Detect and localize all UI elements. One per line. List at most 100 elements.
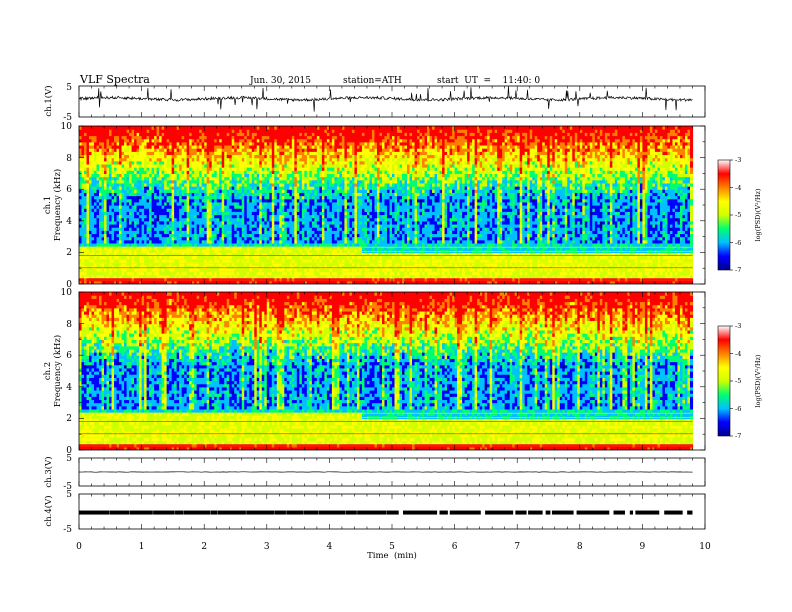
ch1-spectrogram-cell [131, 160, 135, 165]
ch1-spectrogram-cell [104, 167, 108, 171]
ch1-spectrogram-cell [79, 274, 83, 279]
ch1-spectrogram-cell [79, 208, 83, 212]
ch1-spectrogram-cell [84, 242, 88, 247]
ch1-spectrogram-cell [169, 280, 173, 284]
ch1-spectrogram-cell [191, 271, 195, 276]
ch1-spectrogram-cell [159, 167, 163, 171]
ch1-spectrogram-cell [219, 242, 223, 247]
ch1-spectrogram-cell [106, 205, 110, 209]
ch1-spectrogram-cell [144, 201, 148, 206]
ch1-spectrogram-cell [169, 246, 173, 250]
ch1-spectrogram-cell [151, 148, 155, 152]
ch1-spectrogram-cell [149, 239, 153, 244]
ch1-spectrogram-cell [94, 163, 98, 168]
ch1-spectrogram-cell [109, 167, 113, 171]
ch1-spectrogram-cell [114, 227, 118, 231]
ch1-spectrogram-cell [179, 227, 183, 231]
ch1-spectrogram-cell [186, 252, 190, 257]
ch1-spectrogram-cell [201, 151, 205, 156]
ch1-spectrogram-cell [199, 205, 203, 209]
ch1-spectrogram-cell [126, 179, 130, 184]
ch1-spectrogram-cell [206, 265, 210, 269]
ch1-spectrogram-cell [81, 255, 85, 260]
ch1-spectrogram-cell [216, 233, 220, 238]
ch1-spectrogram-cell [89, 220, 93, 225]
ch1-spectrogram-cell [146, 277, 150, 282]
ch1-spectrogram-cell [144, 179, 148, 184]
ch1-spectrogram-cell [151, 132, 155, 137]
ch1-spectrogram-cell [136, 186, 140, 190]
ch1-spectrogram-cell [191, 144, 195, 149]
ch1-spectrogram-cell [156, 167, 160, 171]
ch1-spectrogram-cell [216, 173, 220, 178]
ch1-spectrogram-cell [191, 233, 195, 238]
ch1-spectrogram-cell [104, 173, 108, 178]
ch1-spectrogram-cell [126, 201, 130, 206]
ch1-spectrogram-cell [149, 201, 153, 206]
ch1-spectrogram-cell [206, 255, 210, 260]
ch1-spectrogram-cell [91, 265, 95, 269]
ch1-spectrogram-cell [104, 280, 108, 284]
ch1-spectrogram-cell [151, 126, 155, 130]
ch1-spectrogram-cell [171, 274, 175, 279]
ch1-spectrogram-cell [121, 179, 125, 184]
ch1-spectrogram-cell [101, 189, 105, 193]
ch1-spectrogram-cell [179, 233, 183, 238]
ch1-spectrogram-cell [174, 258, 178, 263]
ch1-spectrogram-cell [211, 201, 215, 206]
ch1-spectrogram-cell [149, 230, 153, 235]
ch1-spectrogram-cell [149, 154, 153, 159]
ch1-spectrogram-cell [131, 186, 135, 190]
ch1-spectrogram-cell [116, 246, 120, 250]
ch1-spectrogram-cell [109, 280, 113, 284]
ch1-spectrogram-cell [204, 151, 208, 156]
ch1-spectrogram-cell [189, 135, 193, 140]
ch1-spectrogram-cell [184, 126, 188, 130]
ch1-spectrogram-cell [221, 227, 225, 231]
ch1-spectrogram-cell [164, 135, 168, 140]
ch1-spectrogram-cell [204, 233, 208, 238]
ch1-spectrogram-cell [151, 268, 155, 272]
ch1-spectrogram-cell [126, 126, 130, 130]
ch1-spectrogram-cell [221, 265, 225, 269]
ch1-spectrogram-cell [201, 205, 205, 209]
ch1-spectrogram-cell [86, 179, 90, 184]
ch1-spectrogram-cell [216, 223, 220, 228]
ch1-spectrogram-cell [189, 220, 193, 225]
ch1-spectrogram-cell [119, 144, 123, 149]
ch1-spectrogram-cell [81, 192, 85, 197]
ch1-spectrogram-cell [94, 277, 98, 282]
ch1-spectrogram-cell [181, 280, 185, 284]
ch1-spectrogram-cell [104, 148, 108, 152]
ch1-spectrogram-cell [169, 274, 173, 279]
ch1-spectrogram-cell [159, 160, 163, 165]
ch1-spectrogram-cell [139, 182, 143, 187]
ch1-spectrogram-cell [121, 126, 125, 130]
ch1-spectrogram-cell [124, 258, 128, 263]
ch1-spectrogram-cell [211, 280, 215, 284]
ch1-spectrogram-cell [211, 239, 215, 244]
ch1-spectrogram-cell [161, 208, 165, 212]
ch1-spectrogram-cell [106, 239, 110, 244]
ch1-spectrogram-cell [136, 141, 140, 146]
ch1-spectrogram-cell [216, 157, 220, 162]
ch1-spectrogram-cell [156, 223, 160, 228]
ch1-spectrogram-cell [116, 274, 120, 279]
ch1-spectrogram-cell [191, 163, 195, 168]
ch1-spectrogram-cell [191, 186, 195, 190]
ch1-spectrogram-cell [106, 138, 110, 143]
ch1-spectrogram-cell [184, 135, 188, 140]
ch1-spectrogram-cell [199, 220, 203, 225]
ch1-spectrogram-cell [114, 258, 118, 263]
ch1-spectrogram-cell [171, 217, 175, 222]
ch1-spectrogram-cell [109, 173, 113, 178]
ch1-spectrogram-cell [131, 211, 135, 216]
ch1-spectrogram-cell [204, 230, 208, 235]
ch1-spectrogram-cell [126, 268, 130, 272]
ch1-spectrogram-cell [129, 160, 133, 165]
ch1-spectrogram-cell [91, 151, 95, 156]
ch1-spectrogram-cell [199, 280, 203, 284]
ch1-spectrogram-cell [199, 154, 203, 159]
ch1-spectrogram-cell [159, 230, 163, 235]
ch1-spectrogram-cell [214, 192, 218, 197]
